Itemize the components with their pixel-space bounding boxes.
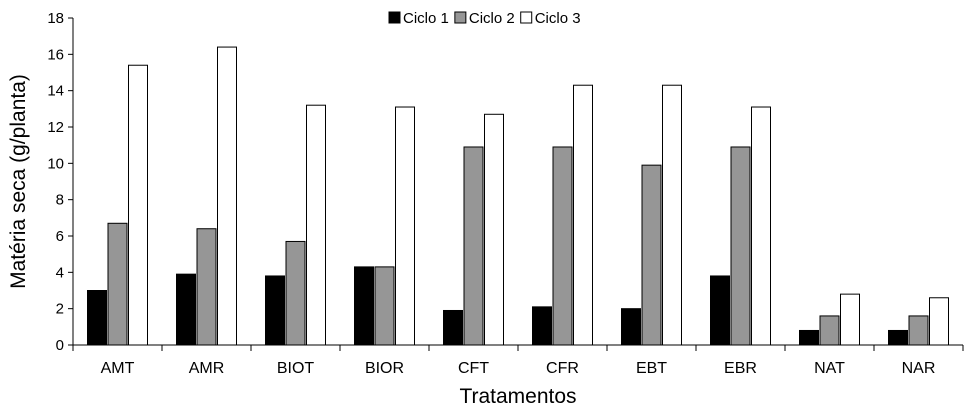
legend: Ciclo 1 Ciclo 2 Ciclo 3 xyxy=(388,10,581,27)
y-tick-label: 18 xyxy=(47,10,64,27)
bar-ciclo-1-amr xyxy=(176,273,196,346)
y-tick-label: 4 xyxy=(56,264,64,281)
y-axis-ticks: 0 2 4 6 8 10 12 14 16 18 xyxy=(47,10,73,354)
y-tick-label: 16 xyxy=(47,46,64,63)
y-tick-label: 10 xyxy=(47,155,64,172)
legend-swatch xyxy=(520,11,533,24)
bar-ciclo-1-ebr xyxy=(710,275,730,346)
bar-ciclo-3-biot xyxy=(306,104,326,346)
bar-ciclo-1-ebt xyxy=(621,308,641,346)
y-axis-title: Matéria seca (g/planta) xyxy=(7,74,30,289)
bar-ciclo-1-cft xyxy=(443,309,463,346)
legend-label: Ciclo 2 xyxy=(469,10,515,27)
bar-ciclo-3-nar xyxy=(929,297,949,346)
bar-ciclo-1-nat xyxy=(799,329,819,346)
bar-ciclo-2-bior xyxy=(374,266,395,346)
x-tick-label: AMR xyxy=(189,360,225,377)
y-tick-label: 12 xyxy=(47,119,64,136)
bar-ciclo-2-cft xyxy=(463,146,484,346)
bar-ciclo-1-amt xyxy=(87,290,107,346)
y-tick-label: 2 xyxy=(56,301,64,318)
x-tick-label: NAT xyxy=(814,360,845,377)
y-tick-label: 14 xyxy=(47,83,64,100)
x-tick-label: EBR xyxy=(724,360,757,377)
bar-ciclo-3-bior xyxy=(395,106,415,346)
bar-ciclo-3-ebt xyxy=(662,84,682,346)
x-tick-label: BIOR xyxy=(365,360,404,377)
x-axis-ticks: AMT AMR BIOT BIOR CFT CFR EBT EBR NAT NAR xyxy=(72,345,964,377)
legend-label: Ciclo 1 xyxy=(403,10,449,27)
x-axis-title: Tratamentos xyxy=(459,385,576,406)
x-tick-label: CFT xyxy=(458,360,489,377)
bar-ciclo-2-nar xyxy=(908,315,929,346)
x-tick-label: AMT xyxy=(101,360,135,377)
legend-label: Ciclo 3 xyxy=(535,10,581,27)
bar-ciclo-3-amr xyxy=(217,46,237,346)
x-tick-label: EBT xyxy=(636,360,667,377)
bar-ciclo-1-bior xyxy=(354,266,374,346)
bars xyxy=(87,46,949,346)
x-tick-label: BIOT xyxy=(277,360,315,377)
bar-ciclo-2-amt xyxy=(107,222,128,346)
bar-ciclo-3-amt xyxy=(128,64,148,346)
bar-ciclo-2-biot xyxy=(285,240,306,346)
legend-swatch xyxy=(388,11,401,24)
bar-ciclo-2-ebr xyxy=(730,146,751,346)
bar-ciclo-3-cft xyxy=(484,113,504,346)
bar-ciclo-2-amr xyxy=(196,228,217,346)
bar-ciclo-2-ebt xyxy=(641,164,662,346)
legend-swatch xyxy=(454,11,467,24)
y-tick-label: 6 xyxy=(56,228,64,245)
x-tick-label: NAR xyxy=(902,360,936,377)
bar-ciclo-3-nat xyxy=(840,293,860,346)
bar-ciclo-3-cfr xyxy=(573,84,593,346)
bar-ciclo-1-nar xyxy=(888,329,908,346)
x-tick-label: CFR xyxy=(546,360,579,377)
bar-ciclo-2-cfr xyxy=(552,146,573,346)
bar-ciclo-2-nat xyxy=(819,315,840,346)
bar-ciclo-3-ebr xyxy=(751,106,771,346)
y-tick-label: 8 xyxy=(56,192,64,209)
y-tick-label: 0 xyxy=(56,337,64,354)
bar-ciclo-1-biot xyxy=(265,275,285,346)
bar-ciclo-1-cfr xyxy=(532,306,552,346)
